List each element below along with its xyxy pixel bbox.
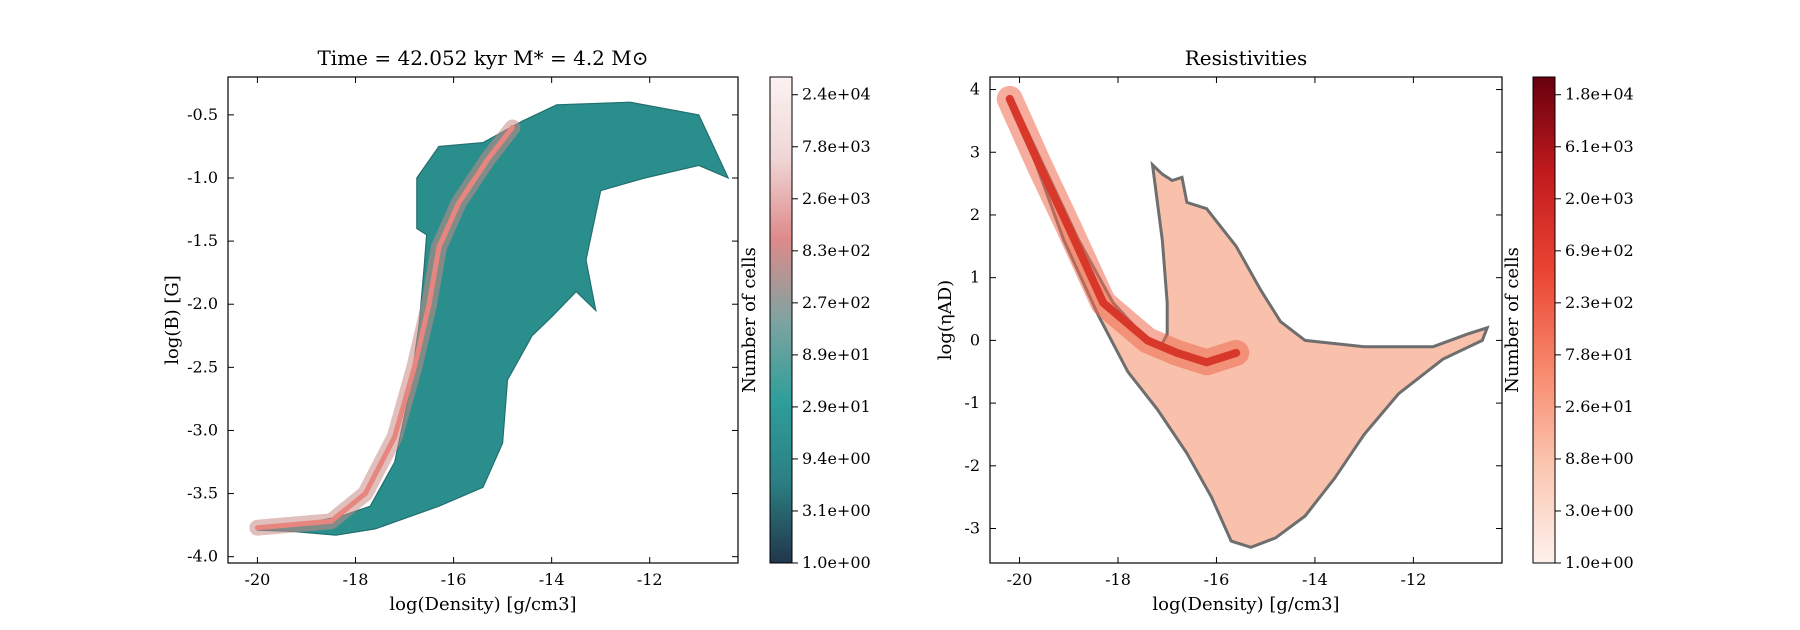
x-axis-label-left: log(Density) [g/cm3]	[389, 594, 576, 615]
y-tick-label: -1	[964, 393, 980, 412]
colorbar-tick-label: 7.8e+03	[802, 137, 871, 156]
y-tick-label: -2	[964, 456, 980, 475]
colorbar-label-left: Number of cells	[739, 247, 760, 393]
axes-frame-right	[989, 76, 1503, 564]
colorbar-tick-label: 3.0e+00	[1565, 501, 1634, 520]
y-tick-label: -2.0	[187, 294, 218, 313]
x-tick-label: -16	[441, 570, 467, 589]
x-axis-label-right: log(Density) [g/cm3]	[1152, 594, 1339, 615]
colorbar-tick-label: 2.3e+02	[1565, 293, 1634, 312]
x-tick-label: -16	[1204, 570, 1230, 589]
x-tick-label: -18	[343, 570, 369, 589]
chart-title-left: Time = 42.052 kyr M* = 4.2 M⊙	[317, 46, 648, 70]
dense-core-right	[1005, 94, 1241, 367]
y-tick-label: -3.5	[187, 484, 218, 503]
colorbar-tick-label: 2.4e+04	[802, 85, 871, 104]
y-tick-label: -0.5	[187, 105, 218, 124]
x-ticks-left: -20 -18 -16 -14 -12	[245, 77, 663, 589]
plot-right: Resistivities -20 -18 -16 -14 -12 4 3 2 1 0 -1 -2 -…	[935, 46, 1634, 615]
colorbar-tick-label: 2.0e+03	[1565, 189, 1634, 208]
y-tick-label: -2.5	[187, 357, 218, 376]
y-tick-label: 1	[970, 268, 980, 287]
x-tick-label: -14	[1302, 570, 1328, 589]
y-tick-label: -4.0	[187, 547, 218, 566]
colorbar-tick-label: 1.8e+04	[1565, 85, 1634, 104]
colorbar-ticks-left: 1.0e+00 3.1e+00 9.4e+00 2.9e+01 8.9e+01 2.7e+…	[792, 85, 871, 572]
colorbar-tick-label: 8.3e+02	[802, 241, 871, 260]
x-ticks-right: -20 -18 -16 -14 -12	[1007, 77, 1427, 589]
y-tick-label: 4	[970, 80, 980, 99]
y-ticks-left: -0.5 -1.0 -1.5 -2.0 -2.5 -3.0 -3.5 -4.0	[187, 105, 738, 566]
y-ticks-right: 4 3 2 1 0 -1 -2 -3	[964, 80, 1502, 538]
x-tick-label: -12	[637, 570, 663, 589]
colorbar-tick-label: 7.8e+01	[1565, 345, 1634, 364]
ridge-line-left	[254, 125, 515, 531]
x-tick-label: -12	[1401, 570, 1427, 589]
colorbar-tick-label: 2.9e+01	[802, 397, 871, 416]
y-tick-label: 2	[970, 205, 980, 224]
x-tick-label: -14	[539, 570, 565, 589]
colorbar-tick-label: 8.8e+00	[1565, 449, 1634, 468]
colorbar-tick-label: 3.1e+00	[802, 501, 871, 520]
y-tick-label: 0	[970, 330, 980, 349]
colorbar-tick-label: 1.0e+00	[802, 553, 871, 572]
colorbar-tick-label: 9.4e+00	[802, 449, 871, 468]
colorbar-tick-label: 6.9e+02	[1565, 241, 1634, 260]
y-tick-label: 3	[970, 142, 980, 161]
y-axis-label-left: log(B) [G]	[162, 275, 183, 365]
colorbar-ticks-right: 1.0e+00 3.0e+00 8.8e+00 2.6e+01 7.8e+01 2.3e+…	[1555, 85, 1634, 572]
density-region-right	[1008, 96, 1490, 549]
y-tick-label: -3	[964, 519, 980, 538]
x-tick-label: -18	[1105, 570, 1131, 589]
colorbar-tick-label: 6.1e+03	[1565, 137, 1634, 156]
colorbar-tick-label: 2.7e+02	[802, 293, 871, 312]
colorbar-label-right: Number of cells	[1502, 247, 1523, 393]
x-tick-label: -20	[1007, 570, 1033, 589]
colorbar-right	[1532, 76, 1556, 564]
colorbar-left	[769, 76, 793, 564]
colorbar-tick-label: 2.6e+01	[1565, 397, 1634, 416]
x-tick-label: -20	[245, 570, 271, 589]
y-tick-label: -1.0	[187, 168, 218, 187]
density-region-left	[256, 101, 730, 536]
plot-left: Time = 42.052 kyr M* = 4.2 M⊙ -20 -18 -16-…	[162, 46, 871, 615]
y-tick-label: -3.0	[187, 420, 218, 439]
y-axis-label-right: log(ηAD)	[935, 280, 956, 360]
y-tick-label: -1.5	[187, 231, 218, 250]
axes-frame-left	[227, 76, 739, 564]
colorbar-tick-label: 8.9e+01	[802, 345, 871, 364]
colorbar-tick-label: 2.6e+03	[802, 189, 871, 208]
colorbar-tick-label: 1.0e+00	[1565, 553, 1634, 572]
chart-title-right: Resistivities	[1185, 46, 1307, 70]
